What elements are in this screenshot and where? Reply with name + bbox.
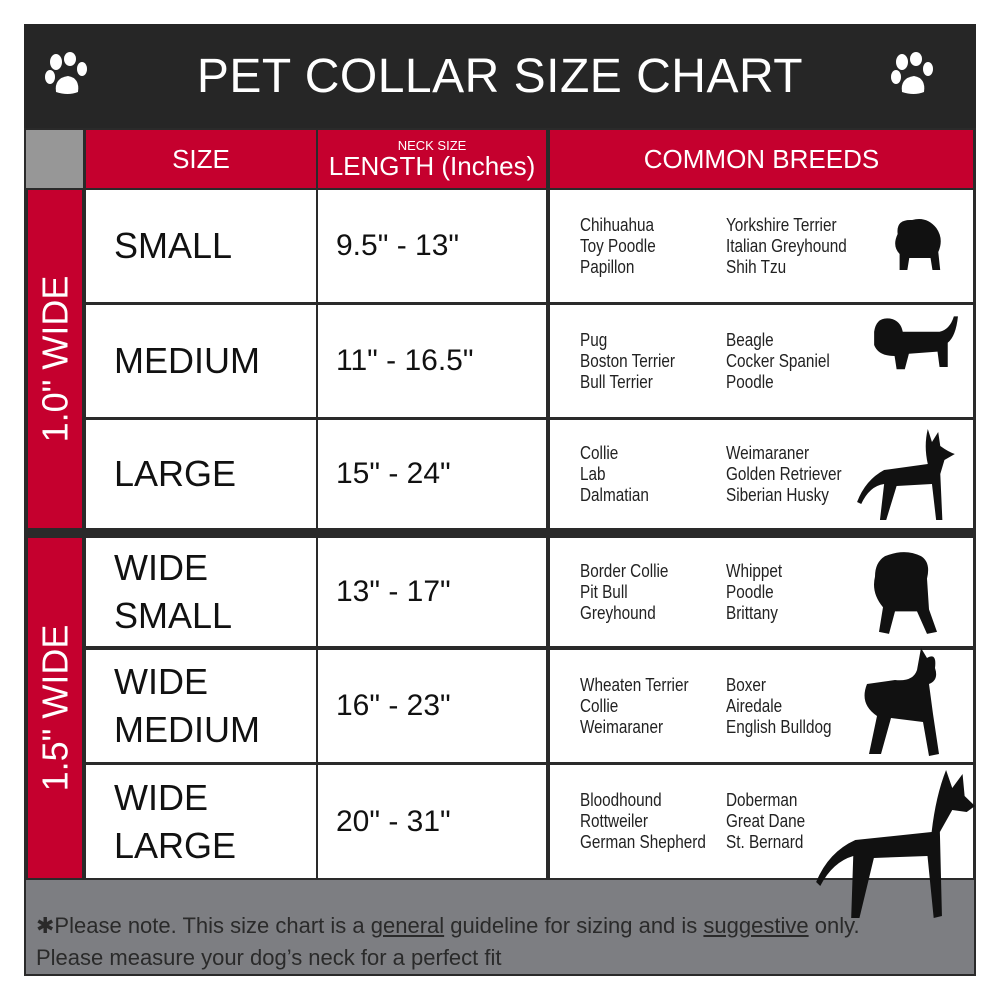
length-cell: 16" - 23" [318, 650, 546, 762]
dog-silhouette-icon [865, 548, 945, 640]
breeds-list-a: Collie Lab Dalmatian [580, 442, 649, 505]
length-value: 16" - 23" [336, 689, 451, 722]
size-label: WIDE SMALL [114, 547, 233, 636]
size-label: LARGE [114, 453, 237, 494]
size-label: SMALL [114, 225, 233, 266]
size-cell: LARGE [86, 420, 316, 528]
breeds-list-b: Yorkshire Terrier Italian Greyhound Shih T… [726, 214, 847, 277]
length-cell: 11" - 16.5" [318, 305, 546, 417]
dog-silhouette-icon [855, 644, 955, 764]
corner-cell [26, 130, 83, 188]
size-cell: WIDE MEDIUM [86, 650, 316, 762]
header-neck-size: NECK SIZE [397, 137, 467, 153]
header-length: NECK SIZE LENGTH (Inches) [318, 130, 546, 188]
length-cell: 9.5" - 13" [318, 190, 546, 302]
breeds-list-a: Wheaten Terrier Collie Weimaraner [580, 674, 689, 737]
group-1-wide: 1.0" WIDE [28, 190, 82, 528]
size-label: WIDE MEDIUM [114, 661, 260, 750]
group-label: 1.5" WIDE [34, 624, 76, 792]
underlined-general: general [370, 913, 445, 938]
dog-silhouette-icon [868, 312, 960, 378]
size-cell: WIDE LARGE [86, 765, 316, 878]
size-cell: WIDE SMALL [86, 538, 316, 646]
breeds-list-a: Chihuahua Toy Poodle Papillon [580, 214, 656, 277]
breeds-list-b: Beagle Cocker Spaniel Poodle [726, 329, 830, 392]
breeds-list-b: Boxer Airedale English Bulldog [726, 674, 832, 737]
underlined-suggestive: suggestive [703, 913, 809, 938]
length-cell: 15" - 24" [318, 420, 546, 528]
footer-line-1: ✱Please note. This size chart is a gener… [36, 913, 860, 938]
breeds-list-a: Bloodhound Rottweiler German Shepherd [580, 790, 706, 852]
header-length-label: LENGTH (Inches) [328, 150, 536, 181]
header-breeds: COMMON BREEDS [550, 130, 973, 188]
group-label: 1.0" WIDE [34, 275, 76, 443]
length-value: 9.5" - 13" [336, 229, 460, 262]
breeds-list-a: Border Collie Pit Bull Greyhound [580, 560, 669, 623]
dog-silhouette-icon [888, 214, 946, 274]
length-value: 11" - 16.5" [336, 344, 474, 377]
breeds-cell: Bloodhound Rottweiler German Shepherd Dober… [550, 765, 973, 878]
title-bar: PET COLLAR SIZE CHART [24, 24, 976, 128]
dog-silhouette-icon [812, 766, 977, 926]
length-value: 13" - 17" [336, 575, 451, 608]
size-cell: MEDIUM [86, 305, 316, 417]
group-1-5-wide: 1.5" WIDE [28, 538, 82, 878]
paw-icon [45, 52, 87, 94]
footer-line-2: Please measure your dog’s neck for a per… [36, 945, 502, 970]
breeds-cell: Pug Boston Terrier Bull Terrier Beagle Cocke… [550, 305, 973, 417]
size-label: MEDIUM [114, 340, 260, 381]
breeds-list-b: Whippet Poodle Brittany [726, 560, 783, 623]
breeds-list-b: Weimaraner Golden Retriever Siberian Husky [726, 442, 842, 505]
length-cell: 13" - 17" [318, 538, 546, 646]
dog-silhouette-icon [855, 424, 959, 524]
length-value: 20" - 31" [336, 804, 451, 838]
footer-note: ✱Please note. This size chart is a gener… [26, 880, 974, 974]
length-value: 15" - 24" [336, 457, 451, 490]
size-cell: SMALL [86, 190, 316, 302]
breeds-list-b: Doberman Great Dane St. Bernard [726, 790, 806, 852]
size-label: WIDE LARGE [114, 776, 237, 866]
paw-icon [891, 52, 933, 94]
breeds-list-a: Pug Boston Terrier Bull Terrier [580, 329, 675, 392]
header-size: SIZE [86, 130, 316, 188]
length-cell: 20" - 31" [318, 765, 546, 878]
page-title: PET COLLAR SIZE CHART [196, 49, 804, 103]
